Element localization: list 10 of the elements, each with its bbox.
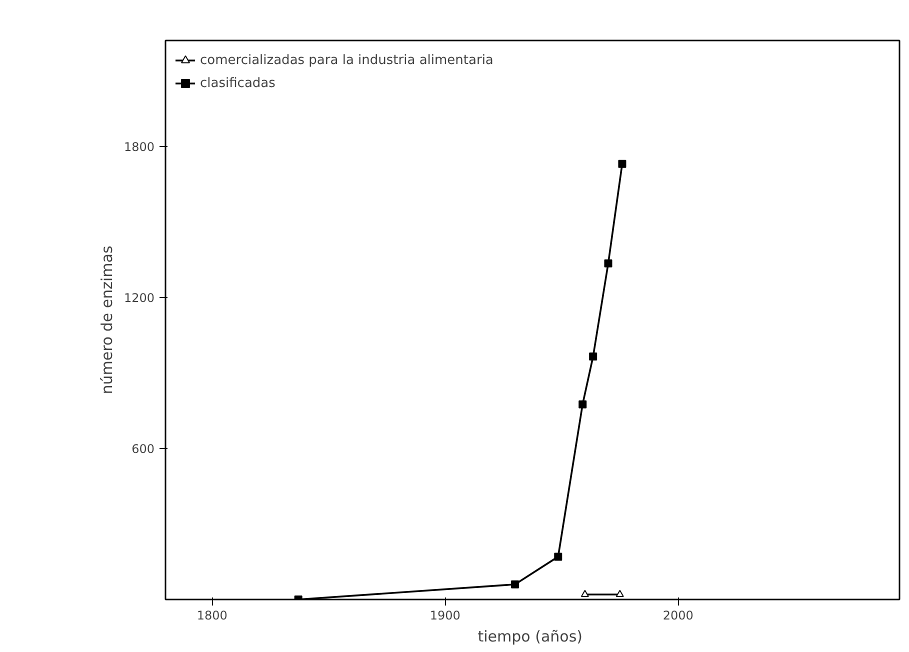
x-axis-title: tiempo (años) bbox=[478, 628, 583, 646]
x-tick-label: 1800 bbox=[196, 608, 228, 622]
y-tick-label: 1200 bbox=[124, 290, 155, 305]
x-tick-label: 1900 bbox=[430, 608, 460, 622]
y-axis-title: número de enzimas bbox=[98, 246, 116, 394]
y-tick-label: 1800 bbox=[124, 140, 155, 154]
legend-label: clasificadas bbox=[200, 76, 276, 90]
y-tick-label: 600 bbox=[132, 442, 154, 456]
x-tick-label: 2000 bbox=[662, 608, 694, 622]
legend-label: comercializadas para la industria alimentaria bbox=[200, 52, 494, 68]
